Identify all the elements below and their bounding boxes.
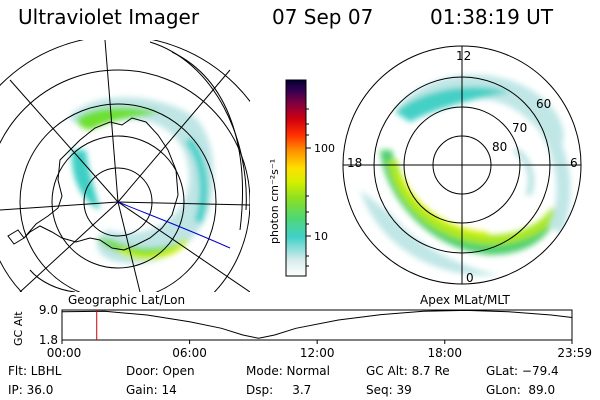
geographic-map <box>0 40 250 292</box>
mlt-label-12: 12 <box>456 49 471 63</box>
x-tick-label: 06:00 <box>172 346 207 360</box>
seq-value: Seq: 39 <box>366 383 412 397</box>
observation-time: 01:38:19 UT <box>430 5 554 29</box>
right-aurora <box>360 74 571 276</box>
colorbar <box>285 79 307 277</box>
gain-value: Gain: 14 <box>126 383 177 397</box>
instrument-title: Ultraviolet Imager <box>18 5 200 29</box>
mlat-label-70: 70 <box>512 121 527 135</box>
x-tick-label: 18:00 <box>427 346 462 360</box>
mlt-label-0: 0 <box>466 271 474 285</box>
glon-value: GLon: 89.0 <box>486 383 556 397</box>
x-tick-label: 12:00 <box>300 346 335 360</box>
right-panel-caption: Apex MLat/MLT <box>420 293 510 307</box>
continent-outline <box>23 117 179 251</box>
mlt-label-6: 6 <box>570 156 578 170</box>
gc-alt-value: GC Alt: 8.7 Re <box>366 364 450 378</box>
altitude-plot: 00:00 06:00 12:00 18:00 23:59 9.0 1.8 GC Alt <box>12 303 592 360</box>
mlt-label-18: 18 <box>347 156 362 170</box>
x-tick-label: 00:00 <box>47 346 82 360</box>
satellite-track <box>117 201 231 249</box>
altitude-axis-label: GC Alt <box>12 311 25 346</box>
colorbar-tick-100: 100 <box>314 142 335 155</box>
y-tick-label: 1.8 <box>39 333 58 347</box>
door-value: Door: Open <box>126 364 195 378</box>
mlat-label-60: 60 <box>536 97 551 111</box>
observation-date: 07 Sep 07 <box>272 5 374 29</box>
filter-value: Flt: LBHL <box>8 364 62 378</box>
dsp-value: Dsp: 3.7 <box>246 383 312 397</box>
glat-value: GLat: −79.4 <box>486 364 559 378</box>
altitude-series-line <box>61 309 573 339</box>
colorbar-tick-10: 10 <box>314 230 328 243</box>
colorbar-label: photon cm⁻²s⁻¹ <box>268 159 281 244</box>
left-panel-caption: Geographic Lat/Lon <box>68 293 185 307</box>
mode-value: Mode: Normal <box>246 364 330 378</box>
ip-value: IP: 36.0 <box>8 383 54 397</box>
polar-map: 12 18 6 0 60 70 80 <box>342 45 582 285</box>
y-tick-label: 9.0 <box>39 303 58 317</box>
x-tick-label: 23:59 <box>557 346 592 360</box>
mlat-label-80: 80 <box>492 140 507 154</box>
